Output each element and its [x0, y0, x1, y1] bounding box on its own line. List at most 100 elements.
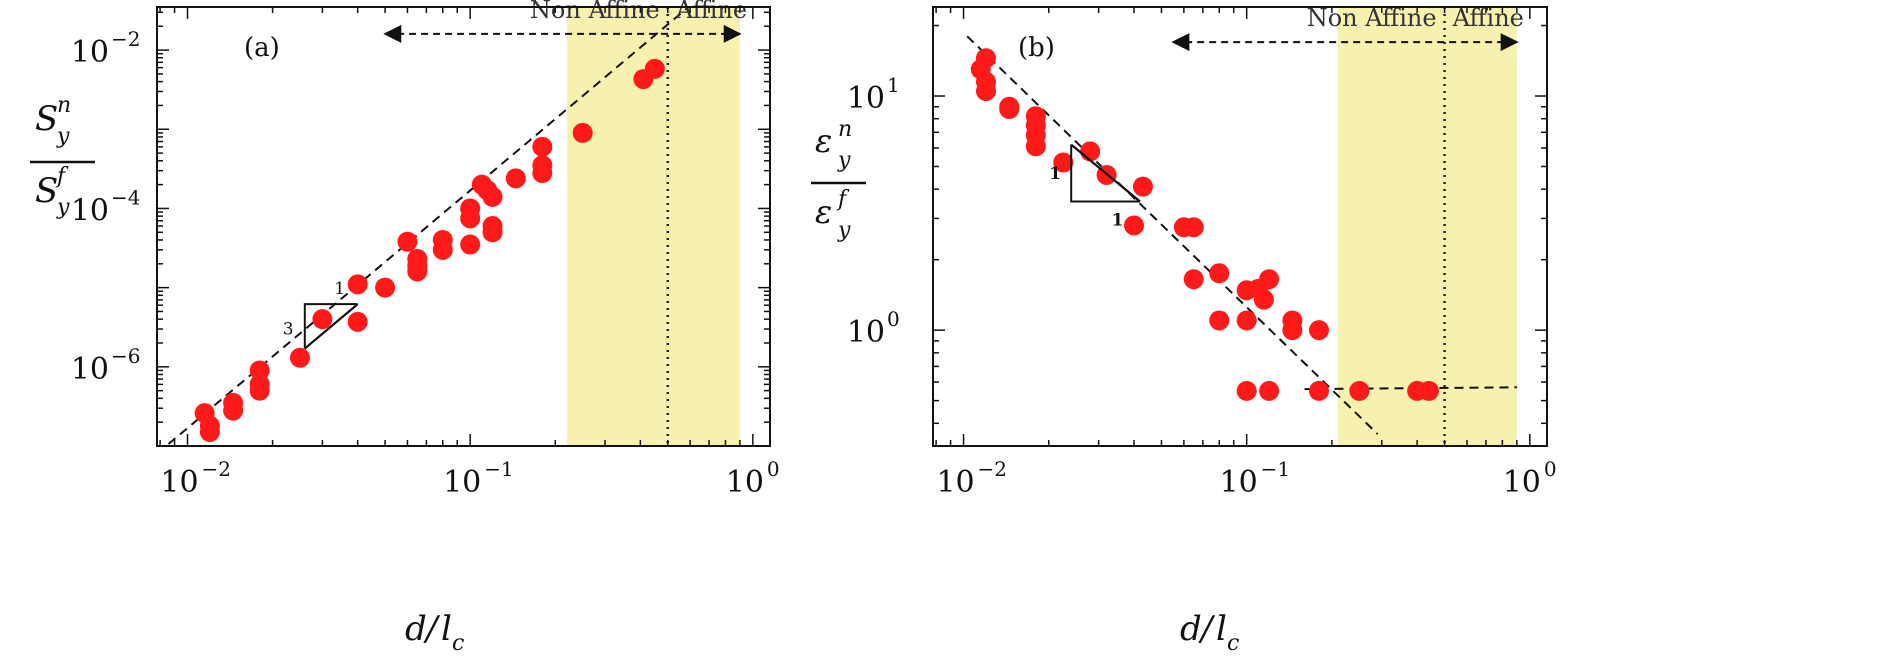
chart-1-point [1053, 152, 1074, 173]
svg-text:l: l [1216, 609, 1227, 649]
chart-0-point [532, 136, 553, 157]
svg-text:y: y [837, 148, 851, 173]
chart-0-y-tick-exponent: −2 [111, 27, 140, 51]
chart-0-x-tick-exponent: −1 [484, 457, 513, 481]
chart-1-point [1349, 380, 1370, 401]
chart-1-point [1025, 136, 1046, 157]
chart-0-point [249, 380, 270, 401]
chart-1-point [1132, 176, 1153, 197]
chart-1-point [1308, 320, 1329, 341]
chart-0-y-tick-exponent: −4 [111, 185, 140, 209]
chart-0-non-affine-label: Non Affine [530, 0, 660, 24]
chart-1-x-tick-label: 10 [1220, 465, 1258, 500]
y-axis-label-a: S n y S f y [30, 93, 95, 220]
svg-text:d: d [405, 609, 427, 649]
chart-1-fit-line [966, 35, 1379, 435]
svg-text:y: y [837, 218, 851, 243]
chart-0-point [532, 163, 553, 184]
chart-0-slope-rise: 3 [283, 319, 294, 339]
svg-text:n: n [57, 93, 71, 118]
chart-0-point [482, 186, 503, 207]
panel-b: (b) ε n y ε f y d / l c 1 1 Non Affine Affi… [811, 4, 1557, 656]
chart-0-point [432, 239, 453, 260]
chart-1-point [1418, 380, 1439, 401]
chart-0-x-tick-label: 10 [726, 465, 764, 500]
chart-0-point [312, 309, 333, 330]
chart-1-point [1209, 310, 1230, 331]
chart-0-x-tick-label: 10 [443, 465, 481, 500]
x-axis-label-b: d / l c [1180, 609, 1239, 656]
chart-1-slope-run: 1 [1112, 211, 1124, 231]
chart-0-point [289, 347, 310, 368]
panel-a: (a) S n y S f y d / l c 3 1 Non Affine Affi… [30, 0, 780, 656]
svg-text:y: y [56, 124, 70, 149]
chart-1-point [1080, 141, 1101, 162]
chart-1-affine-region [1337, 7, 1517, 446]
chart-0-point [482, 222, 503, 243]
chart-1-axes-frame [932, 6, 1548, 447]
chart-0-y-tick-label: 10 [71, 35, 109, 70]
chart-1-y-tick-label: 10 [847, 315, 885, 350]
chart-1-slope-triangle [1070, 144, 1141, 203]
panel-label-a: (a) [244, 33, 280, 63]
chart-0-affine-label: Affine [675, 0, 747, 24]
svg-text:S: S [35, 171, 58, 211]
svg-text:S: S [35, 99, 58, 139]
svg-text:n: n [838, 117, 852, 142]
chart-0-point [347, 311, 368, 332]
chart-1-point [1183, 269, 1204, 290]
svg-text:/: / [1198, 609, 1216, 649]
chart-1-x-tick-label: 10 [1503, 465, 1541, 500]
chart-0-slope-run: 1 [334, 279, 345, 299]
chart-0-slope-triangle [303, 303, 358, 349]
chart-0-x-tick-exponent: 0 [767, 457, 780, 481]
chart-0-y-tick-label: 10 [71, 193, 109, 228]
chart-0-affine-region [566, 7, 740, 446]
chart-1-x-tick-label: 10 [936, 465, 974, 500]
chart-0-point [505, 168, 526, 189]
chart-0-point [249, 360, 270, 381]
chart-1-point [1209, 263, 1230, 284]
chart-0-point [460, 208, 481, 229]
chart-0-x-tick-exponent: −2 [202, 457, 231, 481]
chart-1-y-tick-exponent: 0 [887, 307, 900, 331]
chart-0-point [572, 122, 593, 143]
chart-0-y-tick-label: 10 [71, 352, 109, 387]
svg-text:l: l [441, 609, 452, 649]
chart-1-x-tick-exponent: −1 [1261, 457, 1290, 481]
chart-0-point [397, 231, 418, 252]
chart-1-point [1124, 215, 1145, 236]
chart-1-point [1236, 380, 1257, 401]
svg-text:ε: ε [815, 122, 832, 160]
chart-0-point [375, 277, 396, 298]
chart-0-plot-area [164, 7, 740, 446]
chart-0-y-tick-exponent: −6 [111, 344, 140, 368]
chart-1-affine-label: Affine [1452, 4, 1524, 32]
chart-1-x-tick-exponent: −2 [978, 457, 1007, 481]
chart-1-y-tick-exponent: 1 [887, 73, 900, 97]
chart-1-non-affine-label: Non Affine [1307, 4, 1437, 32]
chart-1-point [975, 81, 996, 102]
chart-0-x-tick-label: 10 [160, 465, 198, 500]
svg-text:f: f [836, 187, 850, 212]
chart-0-point [407, 261, 428, 282]
chart-0-point [644, 58, 665, 79]
chart-1-plot-area [966, 7, 1517, 446]
svg-text:f: f [55, 164, 69, 189]
chart-1-slope-rise: 1 [1049, 164, 1061, 184]
chart-0-point [460, 234, 481, 255]
svg-text:d: d [1180, 609, 1202, 649]
chart-1-point [1259, 380, 1280, 401]
chart-1-point [1308, 380, 1329, 401]
y-axis-label-b: ε n y ε f y [811, 117, 866, 243]
chart-1-y-tick-label: 10 [847, 81, 885, 116]
chart-0-fit-line [164, 7, 691, 446]
svg-text:/: / [423, 609, 441, 649]
chart-1-point [1259, 269, 1280, 290]
chart-0-point [223, 400, 244, 421]
panel-label-b: (b) [1018, 33, 1055, 63]
chart-0-point [347, 274, 368, 295]
chart-0-slope-hypotenuse [304, 303, 359, 350]
